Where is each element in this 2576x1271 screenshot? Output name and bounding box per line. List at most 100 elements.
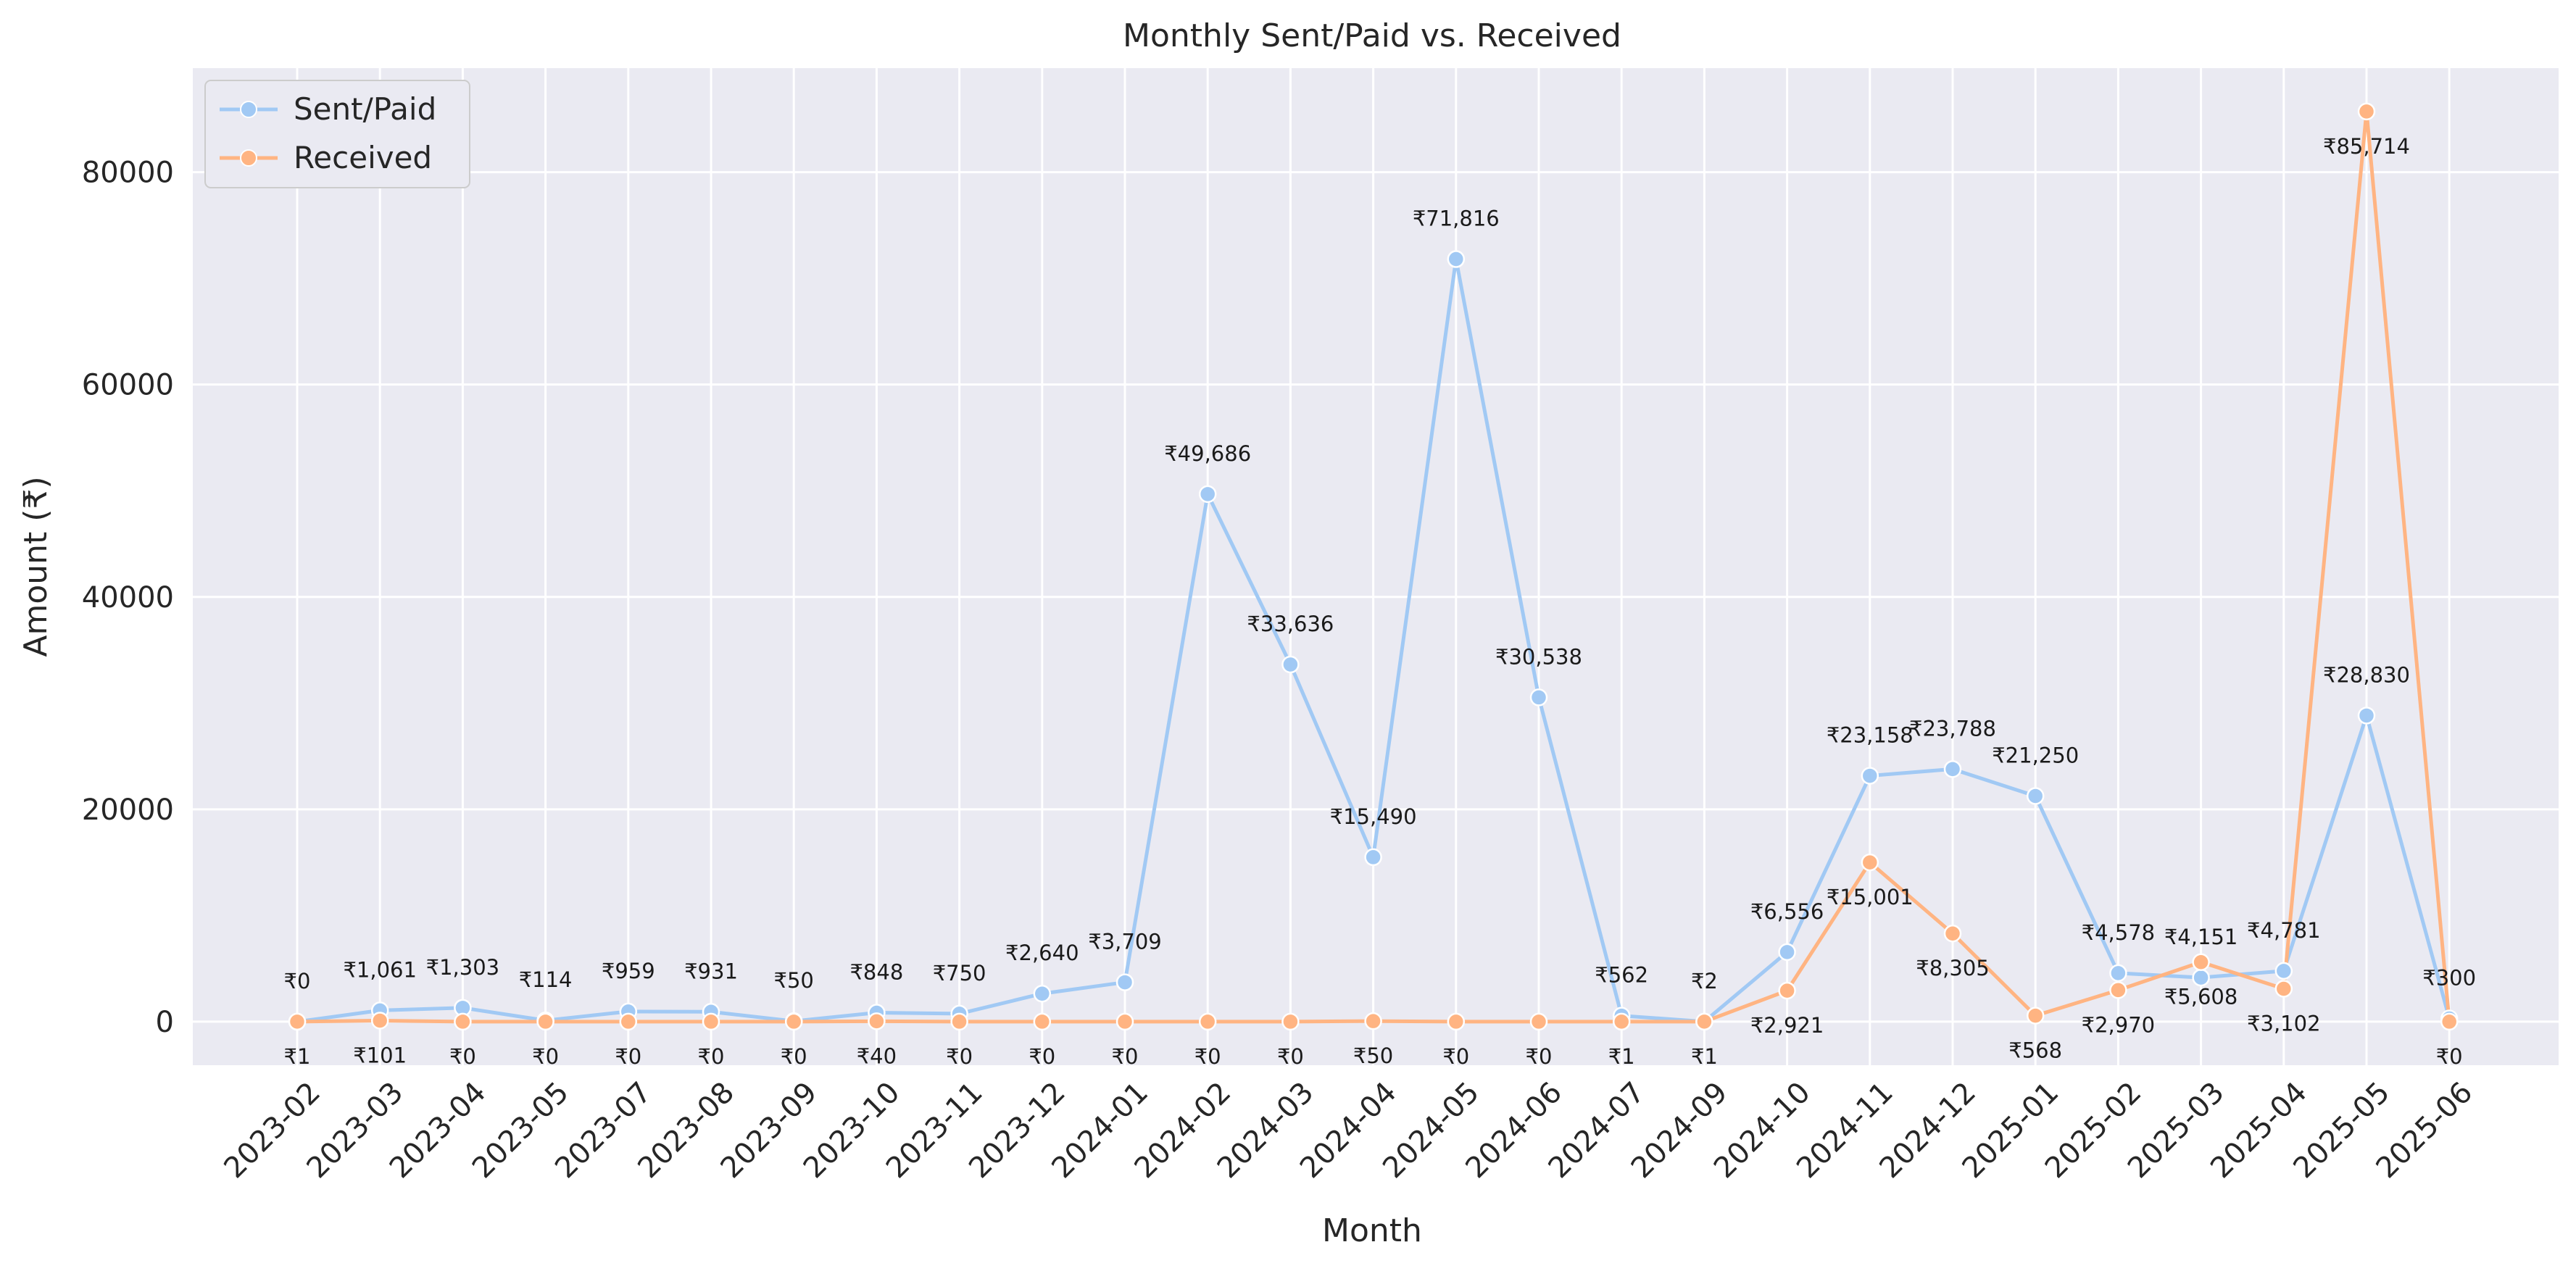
data-labels-layer: ₹0 ₹1,061 ₹1,303 ₹114 ₹959 ₹931 ₹50 ₹848 ₹750 ₹2,… <box>284 134 2477 1069</box>
data-label-sent-paid: ₹3,709 <box>1088 930 1161 954</box>
data-label-sent-paid: ₹4,151 <box>2164 925 2238 949</box>
data-label-sent-paid: ₹959 <box>602 959 655 983</box>
data-point-received <box>784 1012 803 1031</box>
data-point-received <box>1861 853 1879 872</box>
data-point-received <box>1281 1012 1300 1031</box>
data-point-sent-paid <box>1364 848 1382 867</box>
data-label-received: ₹15,001 <box>1827 885 1914 909</box>
data-label-sent-paid: ₹50 <box>774 968 814 993</box>
legend-marker-received <box>240 149 257 167</box>
grid-lines <box>193 68 2559 1065</box>
data-label-received: ₹3,102 <box>2247 1011 2320 1035</box>
data-point-received <box>1033 1012 1052 1031</box>
legend-marker-sent-paid <box>240 101 257 118</box>
y-tick-label: 40000 <box>82 581 174 614</box>
data-label-sent-paid: ₹23,788 <box>1909 716 1996 741</box>
data-point-sent-paid <box>1778 943 1796 962</box>
data-label-sent-paid: ₹49,686 <box>1164 441 1251 466</box>
data-label-sent-paid: ₹300 <box>2422 966 2476 991</box>
data-label-sent-paid: ₹114 <box>519 967 573 992</box>
data-label-received: ₹40 <box>857 1043 897 1068</box>
data-point-sent-paid <box>2026 787 2045 805</box>
data-point-sent-paid <box>1529 688 1548 707</box>
data-point-received <box>1612 1012 1631 1031</box>
data-label-received: ₹0 <box>1277 1044 1304 1069</box>
data-point-received <box>619 1012 638 1031</box>
data-point-sent-paid <box>2357 707 2376 725</box>
data-point-received <box>1778 981 1796 1000</box>
data-label-received: ₹0 <box>781 1044 807 1069</box>
data-label-received: ₹0 <box>1526 1044 1553 1069</box>
data-label-sent-paid: ₹23,158 <box>1827 723 1914 748</box>
legend-box <box>204 80 470 188</box>
data-label-sent-paid: ₹931 <box>684 959 738 983</box>
data-label-sent-paid: ₹1,061 <box>343 957 416 982</box>
data-label-sent-paid: ₹1,303 <box>426 955 499 980</box>
data-label-sent-paid: ₹750 <box>933 961 986 985</box>
data-point-received <box>1695 1012 1713 1031</box>
data-point-sent-paid <box>1861 767 1879 785</box>
data-label-sent-paid: ₹6,556 <box>1750 899 1824 924</box>
data-point-sent-paid <box>1033 984 1052 1003</box>
data-point-received <box>2109 981 2127 999</box>
data-point-received <box>1198 1012 1217 1031</box>
data-point-sent-paid <box>2109 964 2127 983</box>
data-label-received: ₹0 <box>449 1044 476 1069</box>
data-point-received <box>868 1012 886 1030</box>
data-point-received <box>702 1012 720 1031</box>
data-point-received <box>536 1012 554 1031</box>
data-point-received <box>2026 1007 2045 1025</box>
legend-entry-sent-paid: Sent/Paid <box>294 91 436 127</box>
data-label-received: ₹2,970 <box>2082 1012 2155 1037</box>
data-label-received: ₹2,921 <box>1750 1013 1824 1038</box>
data-label-sent-paid: ₹2 <box>1691 969 1718 993</box>
data-label-received: ₹8,305 <box>1916 956 1989 980</box>
data-point-sent-paid <box>1943 760 1962 778</box>
data-label-received: ₹0 <box>1112 1044 1139 1069</box>
data-label-sent-paid: ₹4,578 <box>2082 920 2155 945</box>
data-label-sent-paid: ₹2,640 <box>1005 941 1079 965</box>
legend: Sent/Paid Received <box>204 80 470 188</box>
data-point-received <box>2274 980 2293 998</box>
data-point-received <box>454 1012 472 1031</box>
chart-title: Monthly Sent/Paid vs. Received <box>1123 17 1621 54</box>
data-label-sent-paid: ₹4,781 <box>2247 918 2320 943</box>
data-label-received: ₹0 <box>2436 1044 2463 1069</box>
series-layer <box>288 102 2459 1031</box>
data-label-received: ₹101 <box>353 1043 407 1067</box>
data-label-received: ₹50 <box>1353 1043 1393 1068</box>
data-label-sent-paid: ₹0 <box>284 969 311 993</box>
data-label-received: ₹0 <box>615 1044 641 1069</box>
data-label-received: ₹1 <box>1691 1044 1718 1069</box>
data-point-sent-paid <box>1198 485 1217 504</box>
y-tick-label: 0 <box>156 1006 174 1039</box>
data-label-sent-paid: ₹28,830 <box>2323 662 2410 687</box>
y-tick-label: 20000 <box>82 793 174 827</box>
data-point-sent-paid <box>1115 973 1134 991</box>
data-label-sent-paid: ₹30,538 <box>1495 644 1582 669</box>
data-label-received: ₹85,714 <box>2323 134 2410 159</box>
data-point-received <box>1447 1012 1466 1031</box>
x-axis-label: Month <box>1322 1212 1422 1249</box>
y-tick-labels: 0 20000 40000 60000 80000 <box>82 157 174 1039</box>
y-tick-label: 60000 <box>82 369 174 402</box>
legend-entry-received: Received <box>294 140 432 175</box>
data-point-sent-paid <box>1447 250 1466 268</box>
y-tick-label: 80000 <box>82 157 174 190</box>
data-point-received <box>370 1012 389 1030</box>
data-label-sent-paid: ₹71,816 <box>1413 207 1500 231</box>
data-point-sent-paid <box>1281 655 1300 674</box>
data-point-received <box>1364 1012 1382 1030</box>
y-axis-label: Amount (₹) <box>17 476 54 657</box>
data-point-received <box>1943 924 1962 943</box>
data-label-sent-paid: ₹562 <box>1595 963 1648 988</box>
data-label-received: ₹5,608 <box>2164 985 2238 1009</box>
data-label-received: ₹0 <box>1442 1044 1469 1069</box>
plot-background <box>193 68 2559 1065</box>
data-label-received: ₹0 <box>1029 1044 1055 1069</box>
data-point-received <box>950 1012 968 1031</box>
data-label-received: ₹568 <box>2008 1038 2062 1063</box>
data-point-received <box>288 1012 307 1031</box>
data-label-sent-paid: ₹15,490 <box>1330 804 1417 829</box>
